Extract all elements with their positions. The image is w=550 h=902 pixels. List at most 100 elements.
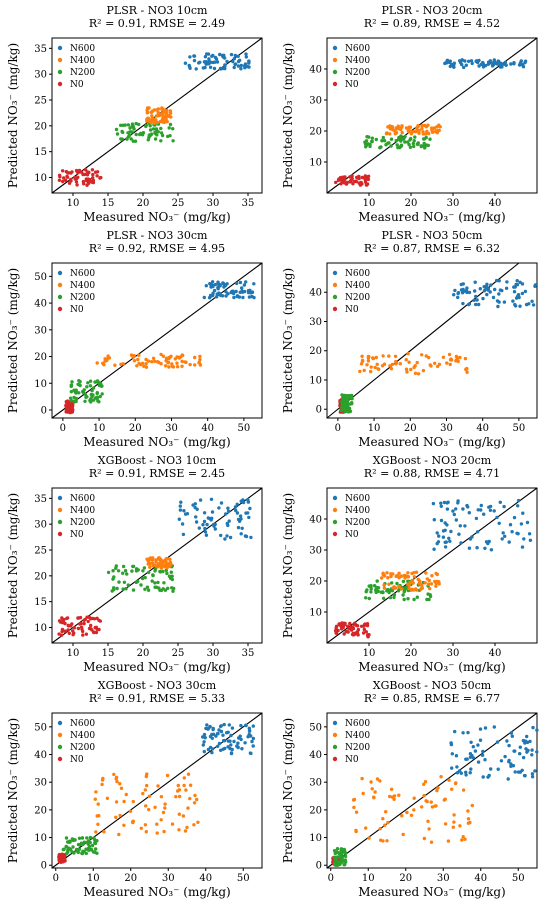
legend-label: N0 [70, 80, 84, 90]
data-point [420, 123, 424, 128]
data-point [483, 726, 488, 730]
data-point [510, 734, 514, 738]
legend-marker [332, 57, 338, 63]
data-point [70, 170, 74, 174]
data-point [447, 352, 452, 357]
data-point [388, 595, 393, 600]
data-point [450, 766, 454, 770]
data-point [397, 576, 401, 580]
data-point [449, 529, 453, 534]
data-point [504, 63, 508, 67]
data-point [234, 508, 238, 513]
data-point [121, 130, 125, 135]
data-point [388, 132, 392, 136]
data-point [471, 745, 475, 749]
data-point [212, 66, 217, 71]
data-point [456, 291, 461, 295]
data-point [407, 586, 411, 591]
one-to-one-line [326, 487, 538, 644]
data-point [122, 823, 126, 827]
data-point [485, 282, 489, 286]
data-point [385, 571, 389, 575]
data-point [195, 507, 199, 511]
data-point [502, 300, 507, 304]
data-point [140, 576, 145, 581]
data-point [503, 534, 507, 538]
y-axis-label: Predicted NO₃⁻ (mg/kg) [6, 718, 20, 863]
y-tick-label: 0 [316, 405, 322, 416]
data-point [155, 822, 159, 826]
x-tick-label: 0 [335, 423, 341, 434]
data-point [498, 500, 502, 504]
data-point [115, 132, 120, 136]
data-point [420, 583, 424, 587]
data-point [485, 292, 489, 297]
data-point [57, 178, 62, 182]
data-point [406, 352, 410, 356]
data-point [475, 546, 479, 550]
data-point [170, 362, 174, 366]
x-tick-label: 30 [207, 648, 220, 659]
data-point [222, 53, 226, 57]
data-point [490, 64, 495, 68]
y-tick-label: 40 [309, 515, 322, 526]
data-point [114, 127, 119, 132]
data-point [114, 566, 118, 570]
data-point [533, 769, 537, 773]
data-point [491, 295, 496, 300]
data-point [531, 303, 536, 307]
data-point [161, 115, 165, 119]
data-point [453, 729, 457, 734]
data-point [236, 745, 240, 750]
data-point [366, 142, 370, 146]
data-point [69, 383, 74, 387]
data-point [135, 364, 139, 368]
data-point [99, 175, 103, 180]
data-point [518, 745, 522, 749]
data-point [459, 771, 463, 775]
data-point [218, 52, 222, 57]
data-point [385, 839, 389, 843]
data-point [520, 545, 525, 549]
data-point [374, 590, 378, 595]
data-point [101, 361, 105, 365]
data-point [515, 279, 519, 283]
data-point [350, 632, 355, 637]
data-point [151, 573, 155, 578]
data-point [372, 795, 376, 799]
data-point [516, 770, 521, 774]
x-tick-label: 10 [93, 423, 106, 434]
data-point [144, 365, 149, 369]
data-point [244, 534, 249, 539]
data-point [367, 836, 371, 840]
data-point [359, 362, 364, 366]
data-point [369, 585, 373, 589]
y-tick-label: 20 [309, 127, 322, 138]
data-point [105, 358, 109, 363]
data-point [427, 131, 431, 136]
y-tick-label: 30 [309, 546, 322, 557]
data-point [83, 392, 88, 397]
x-tick-label: 50 [238, 423, 251, 434]
data-point [86, 619, 90, 624]
data-point [192, 823, 196, 827]
data-point [379, 590, 383, 594]
data-point [115, 779, 119, 784]
data-point [231, 59, 235, 64]
data-point [239, 67, 243, 71]
data-point [166, 134, 170, 139]
data-point [176, 783, 180, 788]
data-point [156, 107, 161, 111]
legend-label: N600 [70, 44, 95, 54]
data-point [58, 853, 63, 857]
legend-label: N0 [70, 755, 84, 765]
data-point [220, 66, 224, 71]
data-point [423, 145, 427, 149]
data-point [121, 587, 125, 591]
data-point [507, 743, 511, 748]
data-point [152, 359, 157, 363]
data-point [188, 362, 192, 367]
data-point [71, 845, 75, 849]
data-point [193, 355, 197, 360]
chart-subtitle: R² = 0.91, RMSE = 2.45 [89, 467, 225, 480]
